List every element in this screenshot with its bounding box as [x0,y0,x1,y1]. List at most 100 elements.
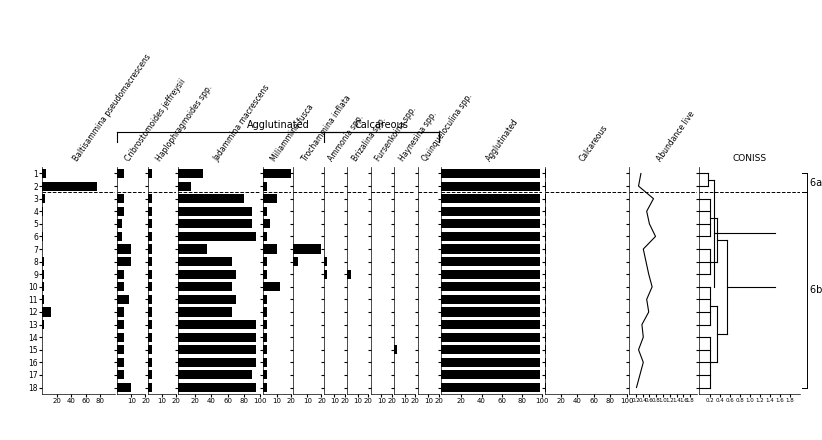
Bar [263,232,267,241]
Bar [178,182,191,191]
Bar [118,358,124,367]
Bar [540,232,542,241]
Bar [540,383,542,392]
Bar [178,257,232,266]
Bar [441,282,542,291]
Bar [441,383,542,392]
Bar [118,257,132,266]
Bar [441,320,542,329]
Bar [293,257,298,266]
Bar [178,320,256,329]
Bar [263,169,291,178]
Bar [544,345,546,354]
Bar [118,320,124,329]
Bar [118,282,124,291]
Bar [118,245,132,253]
Bar [263,358,267,367]
Text: Haynesina spp.: Haynesina spp. [398,109,439,163]
Bar [544,232,546,241]
Bar [263,207,267,216]
Bar [441,257,542,266]
Text: Calcareous: Calcareous [578,123,610,163]
Bar [178,270,236,279]
Bar [348,270,350,279]
Bar [441,207,542,216]
Bar [544,207,546,216]
Bar [43,320,44,329]
Bar [324,270,327,279]
Bar [263,370,267,379]
Bar [118,370,124,379]
Bar [118,308,124,316]
Bar [540,333,542,342]
Bar [118,295,129,304]
Bar [148,245,152,253]
Bar [118,383,132,392]
Bar [178,358,256,367]
Text: Agglutinated: Agglutinated [247,120,310,130]
Text: Cribrostomoides jeffreysii: Cribrostomoides jeffreysii [124,77,188,163]
Bar [118,232,122,241]
Text: 6a L: 6a L [810,178,822,188]
Text: Ammonia spp.: Ammonia spp. [327,113,366,163]
Bar [178,333,256,342]
Bar [148,232,152,241]
Bar [43,282,44,291]
Bar [263,320,267,329]
Bar [178,207,252,216]
Bar [441,345,542,354]
Bar [178,219,252,228]
Bar [263,345,267,354]
Bar [441,232,542,241]
Bar [441,308,542,316]
Text: 6b L: 6b L [810,285,822,295]
Bar [544,245,546,253]
Bar [43,169,46,178]
Bar [263,270,267,279]
Bar [544,358,546,367]
Bar [148,282,152,291]
Bar [148,194,152,203]
Bar [178,282,232,291]
Bar [178,370,252,379]
Bar [540,257,542,266]
Bar [263,308,267,316]
Bar [441,370,542,379]
Bar [544,270,546,279]
Bar [263,333,267,342]
Text: Brizalina spp.: Brizalina spp. [350,115,388,163]
Bar [544,257,546,266]
Bar [148,358,152,367]
Bar [540,169,542,178]
Bar [263,295,267,304]
Text: Calcareous: Calcareous [354,120,409,130]
Bar [178,345,256,354]
Bar [118,333,124,342]
Bar [540,270,542,279]
Bar [540,308,542,316]
Bar [263,182,267,191]
Bar [148,345,152,354]
Bar [263,219,270,228]
Bar [43,308,51,316]
Bar [118,270,124,279]
Bar [148,308,152,316]
Bar [441,358,542,367]
Bar [540,219,542,228]
Text: Fursenkoina spp.: Fursenkoina spp. [374,104,418,163]
Bar [293,245,321,253]
Bar [544,383,546,392]
Bar [178,308,232,316]
Bar [441,245,542,253]
Bar [43,194,44,203]
Bar [441,295,542,304]
Bar [178,169,203,178]
Bar [540,295,542,304]
Bar [540,370,542,379]
Bar [118,345,124,354]
Text: Trochammina inflata: Trochammina inflata [300,93,353,163]
Bar [178,383,256,392]
Bar [540,358,542,367]
Bar [263,194,277,203]
Bar [148,207,152,216]
